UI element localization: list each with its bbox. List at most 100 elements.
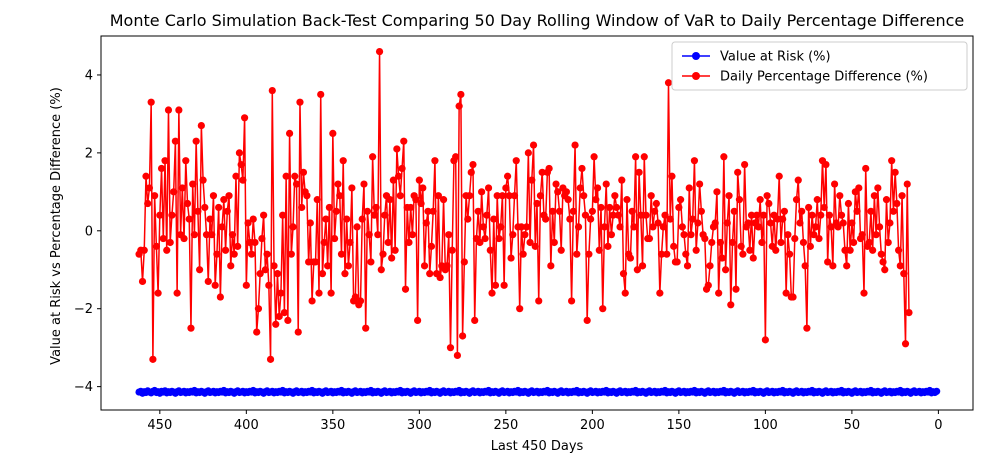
data-point [211,281,219,289]
data-point [554,188,562,196]
data-point [758,238,766,247]
data-point [574,223,583,231]
data-point [445,231,453,239]
data-point [824,258,832,266]
data-point [886,219,894,227]
data-point [583,316,591,324]
data-point [846,246,854,254]
data-point [827,223,835,231]
plot-area [135,47,941,397]
data-point [753,211,761,219]
data-point [801,262,809,270]
data-point [154,289,162,297]
plot-frame [100,35,974,411]
data-point [578,164,586,173]
data-point [813,196,821,204]
data-point [377,266,385,274]
data-point [542,215,550,223]
data-point [607,231,616,239]
data-point [486,246,494,254]
data-point [820,203,828,212]
data-point [223,207,231,215]
legend-box [671,41,968,91]
data-point [749,254,757,262]
data-point [765,199,773,208]
data-point [422,219,430,227]
data-point [145,184,154,192]
data-point [358,215,366,223]
data-point [875,223,884,231]
data-point [151,192,159,200]
data-point [372,203,380,212]
data-point [516,305,524,313]
x-tick-label: 450 [147,418,172,433]
data-point [346,238,354,247]
data-point [697,207,705,215]
data-point [680,231,688,239]
data-point [635,168,643,176]
data-point [548,207,557,215]
legend-label: Value at Risk (%) [720,50,831,65]
data-point [633,266,641,274]
data-point [839,219,847,227]
data-point [590,153,598,161]
data-point [270,262,278,270]
y-tick-label: 2 [85,146,93,161]
data-point [213,250,221,258]
data-point [898,192,906,200]
data-point [599,305,607,313]
data-point [414,316,422,324]
data-point [234,242,242,250]
data-point [431,157,439,165]
data-point [443,262,451,270]
data-point [230,250,238,258]
data-point [562,188,571,196]
data-point [374,231,382,239]
data-point [656,289,664,297]
data-point [580,192,588,200]
data-point [798,207,806,215]
data-point [690,157,699,165]
x-tick-label: 250 [493,418,518,433]
data-point [370,211,378,219]
data-point [170,188,178,196]
data-point [744,219,752,227]
data-point [266,355,275,363]
data-point [568,297,576,305]
data-point [330,234,339,243]
data-point [836,192,844,200]
data-point [220,196,228,204]
data-point [858,231,866,239]
data-point [678,223,686,231]
data-point [457,90,465,99]
y-tick-label: 4 [85,68,93,83]
data-point [144,199,152,208]
data-point [628,207,636,215]
data-point [766,219,775,227]
data-point [362,324,370,332]
data-point [664,79,673,87]
data-point [325,203,333,212]
data-point [408,231,417,239]
data-point [505,192,513,200]
data-point [862,164,870,173]
data-point [600,223,609,231]
data-point [249,215,257,223]
data-point [531,242,539,250]
data-point [843,262,851,270]
data-point [535,297,543,305]
y-tick-label: −4 [74,380,93,395]
data-point [879,258,887,266]
series-line [138,50,910,361]
data-point [692,246,700,254]
data-point [339,157,347,165]
data-point [772,246,780,254]
data-point [645,234,654,243]
data-point [794,176,802,184]
data-point [618,176,626,184]
data-point [638,262,647,270]
data-point [187,324,195,332]
data-point [777,238,785,247]
data-point [384,238,392,247]
data-point [538,168,546,176]
